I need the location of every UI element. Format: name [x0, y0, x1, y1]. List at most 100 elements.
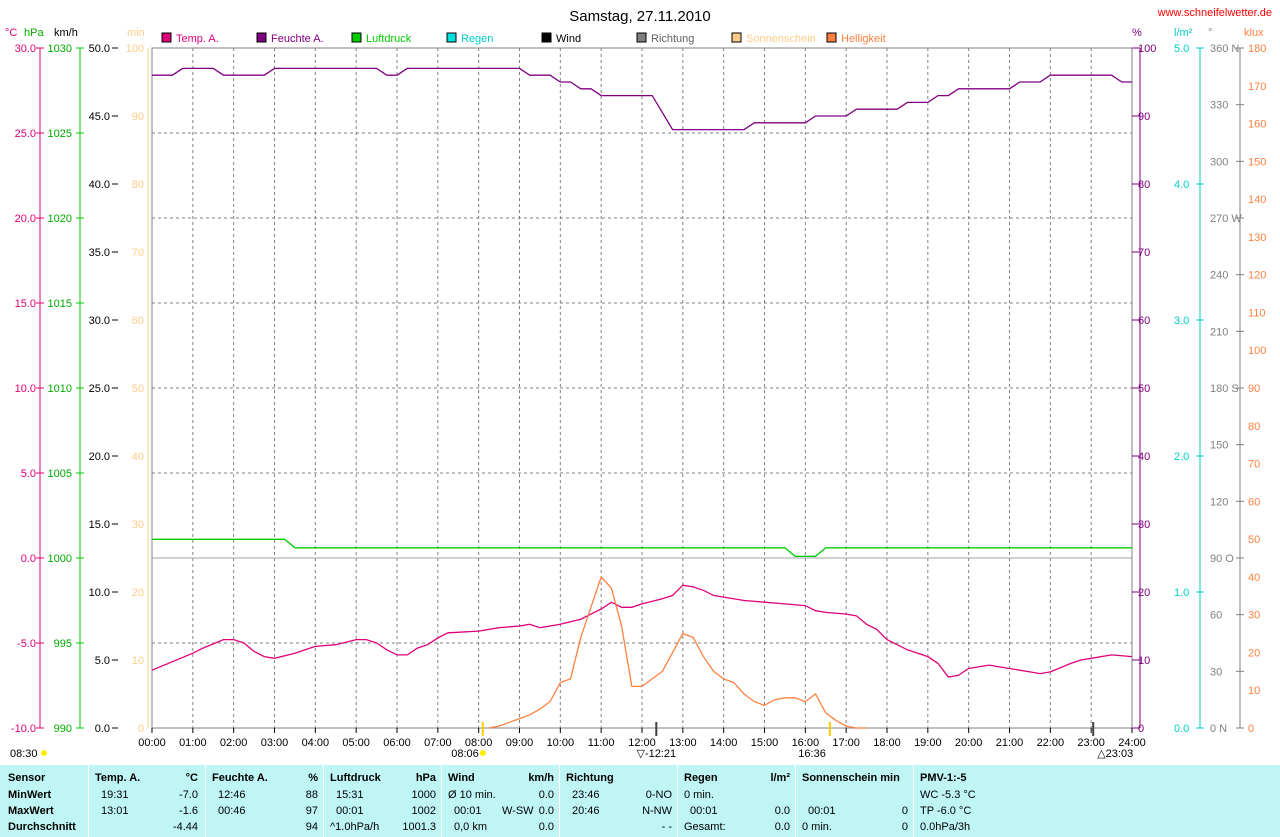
deg-tick-label: 0 N: [1210, 723, 1227, 735]
hpa-tick-label: 1000: [48, 553, 72, 565]
min-tick-label: 60: [132, 315, 144, 327]
richtung-title: Richtung: [566, 772, 614, 784]
temp-title: Temp. A.: [95, 772, 141, 784]
x-tick-label: 10:00: [547, 737, 575, 749]
min-tick-label: 30: [132, 519, 144, 531]
unit-left: hPa: [24, 27, 44, 39]
luftdruck-unit: hPa: [415, 772, 436, 784]
noon-label: ▽-12:21: [636, 748, 676, 760]
sun-icon: [41, 750, 47, 756]
legend-swatch: [541, 32, 552, 43]
temp-tick-label: -10.0: [11, 723, 36, 735]
klux-tick-label: 100: [1248, 345, 1266, 357]
x-tick-label: 11:00: [588, 737, 615, 749]
min-tick-label: 100: [126, 43, 144, 55]
feuchte-min-val: 88: [305, 789, 318, 801]
hpa-tick-label: 1020: [48, 213, 72, 225]
kmh-tick-label: 25.0: [89, 383, 110, 395]
richtung-time2: 20:46: [572, 805, 600, 817]
pmv-pressure-trend: 0.0hPa/3h: [920, 821, 971, 833]
kmh-tick-label: 40.0: [89, 179, 110, 191]
legend-label: Helligkeit: [841, 33, 886, 45]
luftdruck-min-val: 1000: [411, 789, 436, 801]
pct-tick-label: 40: [1138, 451, 1150, 463]
legend-label: Sonnenschein: [746, 33, 816, 45]
legend-label: Wind: [556, 33, 581, 45]
richtung-dir1: 0-NO: [645, 789, 672, 801]
unit-right: l/m²: [1174, 27, 1193, 39]
hpa-tick-label: 1005: [48, 468, 72, 480]
klux-tick-label: 20: [1248, 647, 1260, 659]
richtung-time1: 23:46: [572, 789, 600, 801]
x-tick-label: 14:00: [710, 737, 738, 749]
statistics-panel: Sensor MinWert MaxWert Durchschnitt Temp…: [0, 765, 1280, 837]
deg-tick-label: 150: [1210, 440, 1228, 452]
feuchte-title: Feuchte A.: [212, 772, 268, 784]
deg-tick-label: 360 N: [1210, 43, 1239, 55]
sonne-max-time: 00:01: [808, 805, 836, 817]
deg-tick-label: 270 W: [1210, 213, 1242, 225]
luftdruck-min-time: 15:31: [336, 789, 364, 801]
deg-tick-label: 60: [1210, 610, 1222, 622]
temp-tick-label: 5.0: [21, 468, 36, 480]
weather-chart: Samstag, 27.11.2010 www.schneifelwetter.d…: [5, 7, 1272, 760]
klux-tick-label: 130: [1248, 232, 1266, 244]
unit-right: °: [1208, 27, 1212, 39]
legend-label: Luftdruck: [366, 33, 412, 45]
luftdruck-title: Luftdruck: [330, 772, 381, 784]
regen-title: Regen: [684, 772, 718, 784]
pmv-windchill: WC -5.3 °C: [920, 789, 976, 801]
deg-tick-label: 180 S: [1210, 383, 1239, 395]
stats-col-temp: Temp. A. °C 19:31 -7.0 13:01 -1.6 -4.44: [88, 765, 206, 837]
regen-max-val: 0.0: [774, 805, 790, 817]
temp-max-val: -1.6: [179, 805, 198, 817]
wind-title: Wind: [448, 772, 475, 784]
regen-total-val: 0.0: [774, 821, 790, 833]
klux-tick-label: 150: [1248, 156, 1266, 168]
luftdruck-avg: 1001.3: [402, 821, 436, 833]
hpa-tick-label: 990: [54, 723, 72, 735]
klux-tick-label: 70: [1248, 459, 1260, 471]
min-tick-label: 80: [132, 179, 144, 191]
pmv-dewpoint: TP -6.0 °C: [920, 805, 972, 817]
x-tick-label: 00:00: [138, 737, 166, 749]
stats-col-luftdruck: Luftdruck hPa 15:31 1000 00:01 1002 ^1.0…: [323, 765, 442, 837]
rain-tick-label: 0.0: [1174, 723, 1189, 735]
temp-tick-label: 0.0: [21, 553, 36, 565]
pmv-title: PMV-1:-5: [920, 772, 967, 784]
website-label: www.schneifelwetter.de: [1157, 7, 1272, 19]
temp-min-time: 19:31: [101, 789, 129, 801]
regen-duration: 0 min.: [684, 789, 714, 801]
klux-tick-label: 140: [1248, 194, 1266, 206]
sunset-label: 16:36: [798, 748, 826, 760]
temp-avg: -4.44: [172, 821, 198, 833]
legend-label: Temp. A.: [176, 33, 219, 45]
kmh-tick-label: 10.0: [89, 587, 110, 599]
kmh-tick-label: 0.0: [95, 723, 110, 735]
regen-total-label: Gesamt:: [684, 821, 726, 833]
unit-left: min: [127, 27, 145, 39]
luftdruck-max-time: 00:01: [336, 805, 364, 817]
sonne-total-label: 0 min.: [802, 821, 832, 833]
temp-unit: °C: [185, 772, 198, 784]
pct-tick-label: 50: [1138, 383, 1150, 395]
min-tick-label: 10: [132, 655, 144, 667]
klux-tick-label: 50: [1248, 534, 1260, 546]
unit-right: klux: [1244, 27, 1264, 39]
pct-tick-label: 70: [1138, 247, 1150, 259]
wind-distance-val: 0.0: [538, 821, 554, 833]
richtung-dir2: N-NW: [642, 805, 672, 817]
x-tick-label: 16:00: [792, 737, 820, 749]
feuchte-min-time: 12:46: [218, 789, 246, 801]
legend-swatch: [256, 32, 267, 43]
legend-swatch: [731, 32, 742, 43]
x-tick-label: 15:00: [751, 737, 779, 749]
temp-tick-label: 30.0: [15, 43, 36, 55]
hpa-tick-label: 1030: [48, 43, 72, 55]
row-label-min: MinWert: [8, 789, 52, 801]
rain-tick-label: 3.0: [1174, 315, 1189, 327]
min-tick-label: 50: [132, 383, 144, 395]
klux-tick-label: 80: [1248, 421, 1260, 433]
temp-min-val: -7.0: [179, 789, 198, 801]
wind-max-val: 0.0: [538, 805, 554, 817]
